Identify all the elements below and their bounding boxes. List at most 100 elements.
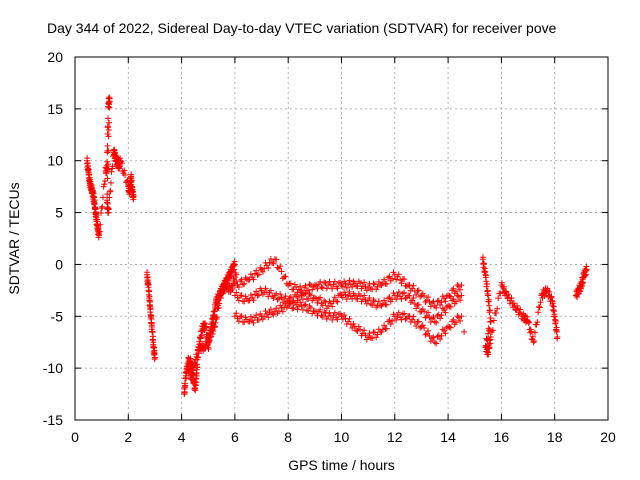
data-point [295, 286, 302, 293]
data-point [263, 262, 270, 269]
data-point [341, 312, 348, 319]
data-point [305, 307, 312, 314]
data-point [255, 292, 262, 299]
data-point [357, 280, 364, 287]
data-point [106, 194, 113, 201]
data-point [457, 286, 464, 293]
data-point [583, 266, 590, 273]
data-point [395, 288, 402, 295]
data-point [381, 322, 388, 329]
data-point [130, 194, 137, 201]
data-point [331, 309, 338, 316]
data-point [250, 297, 257, 304]
data-point [314, 285, 321, 292]
data-point [319, 302, 326, 309]
data-point [342, 280, 349, 287]
data-point [326, 309, 333, 316]
data-point [247, 313, 254, 320]
data-point [487, 334, 494, 341]
data-point [415, 318, 422, 325]
data-point [192, 362, 199, 369]
data-point [206, 338, 213, 345]
data-point [383, 281, 390, 288]
data-point [317, 278, 324, 285]
data-point [235, 297, 242, 304]
data-point [254, 292, 261, 299]
data-point [458, 313, 465, 320]
x-tick-label: 12 [387, 429, 403, 445]
data-point [386, 317, 393, 324]
data-point [485, 292, 492, 299]
data-point [413, 322, 420, 329]
data-point [346, 288, 353, 295]
data-point [366, 330, 373, 337]
data-point [281, 274, 288, 281]
data-point [387, 320, 394, 327]
data-point [317, 294, 324, 301]
plot-frame [74, 56, 609, 421]
data-point [282, 300, 289, 307]
data-point [339, 294, 346, 301]
data-point [395, 271, 402, 278]
data-point [579, 280, 586, 287]
data-point [446, 292, 453, 299]
data-point [274, 296, 281, 303]
data-point [393, 316, 400, 323]
data-point [314, 299, 321, 306]
data-point [219, 290, 226, 297]
data-point [410, 282, 417, 289]
data-point [394, 313, 401, 320]
data-point [235, 283, 242, 290]
data-point [502, 288, 509, 295]
data-point [107, 179, 114, 186]
data-point [434, 312, 441, 319]
data-point [406, 292, 413, 299]
data-point [99, 203, 106, 210]
data-point [211, 323, 218, 330]
data-point [369, 335, 376, 342]
data-point [103, 166, 110, 173]
data-point [253, 267, 260, 274]
data-point [108, 168, 115, 175]
data-point [363, 287, 370, 294]
data-point [531, 338, 538, 345]
data-point [375, 279, 382, 286]
data-point [415, 301, 422, 308]
data-point [399, 311, 406, 318]
data-point [99, 194, 106, 201]
data-point [262, 308, 269, 315]
data-point [547, 294, 554, 301]
data-point [338, 313, 345, 320]
data-point [337, 279, 344, 286]
data-point [357, 293, 364, 300]
data-point [331, 294, 338, 301]
grid-layer [75, 57, 608, 420]
data-point [287, 293, 294, 300]
data-point [402, 315, 409, 322]
data-point [553, 328, 560, 335]
x-tick-label: 10 [334, 429, 350, 445]
data-point [329, 303, 336, 310]
data-point [329, 285, 336, 292]
data-point [369, 301, 376, 308]
data-point [106, 95, 113, 102]
data-point [453, 319, 460, 326]
data-point [201, 345, 208, 352]
data-point [105, 115, 112, 122]
data-point [447, 304, 454, 311]
data-point [458, 292, 465, 299]
data-point [385, 274, 392, 281]
data-point [307, 304, 314, 311]
y-tick-label: 15 [47, 101, 63, 117]
data-point [251, 291, 258, 298]
data-point [397, 277, 404, 284]
data-point [533, 321, 540, 328]
data-point [215, 304, 222, 311]
data-point [306, 290, 313, 297]
data-point [434, 333, 441, 340]
data-point [291, 281, 298, 288]
data-point [361, 279, 368, 286]
data-point [493, 309, 500, 316]
data-point [267, 306, 274, 313]
